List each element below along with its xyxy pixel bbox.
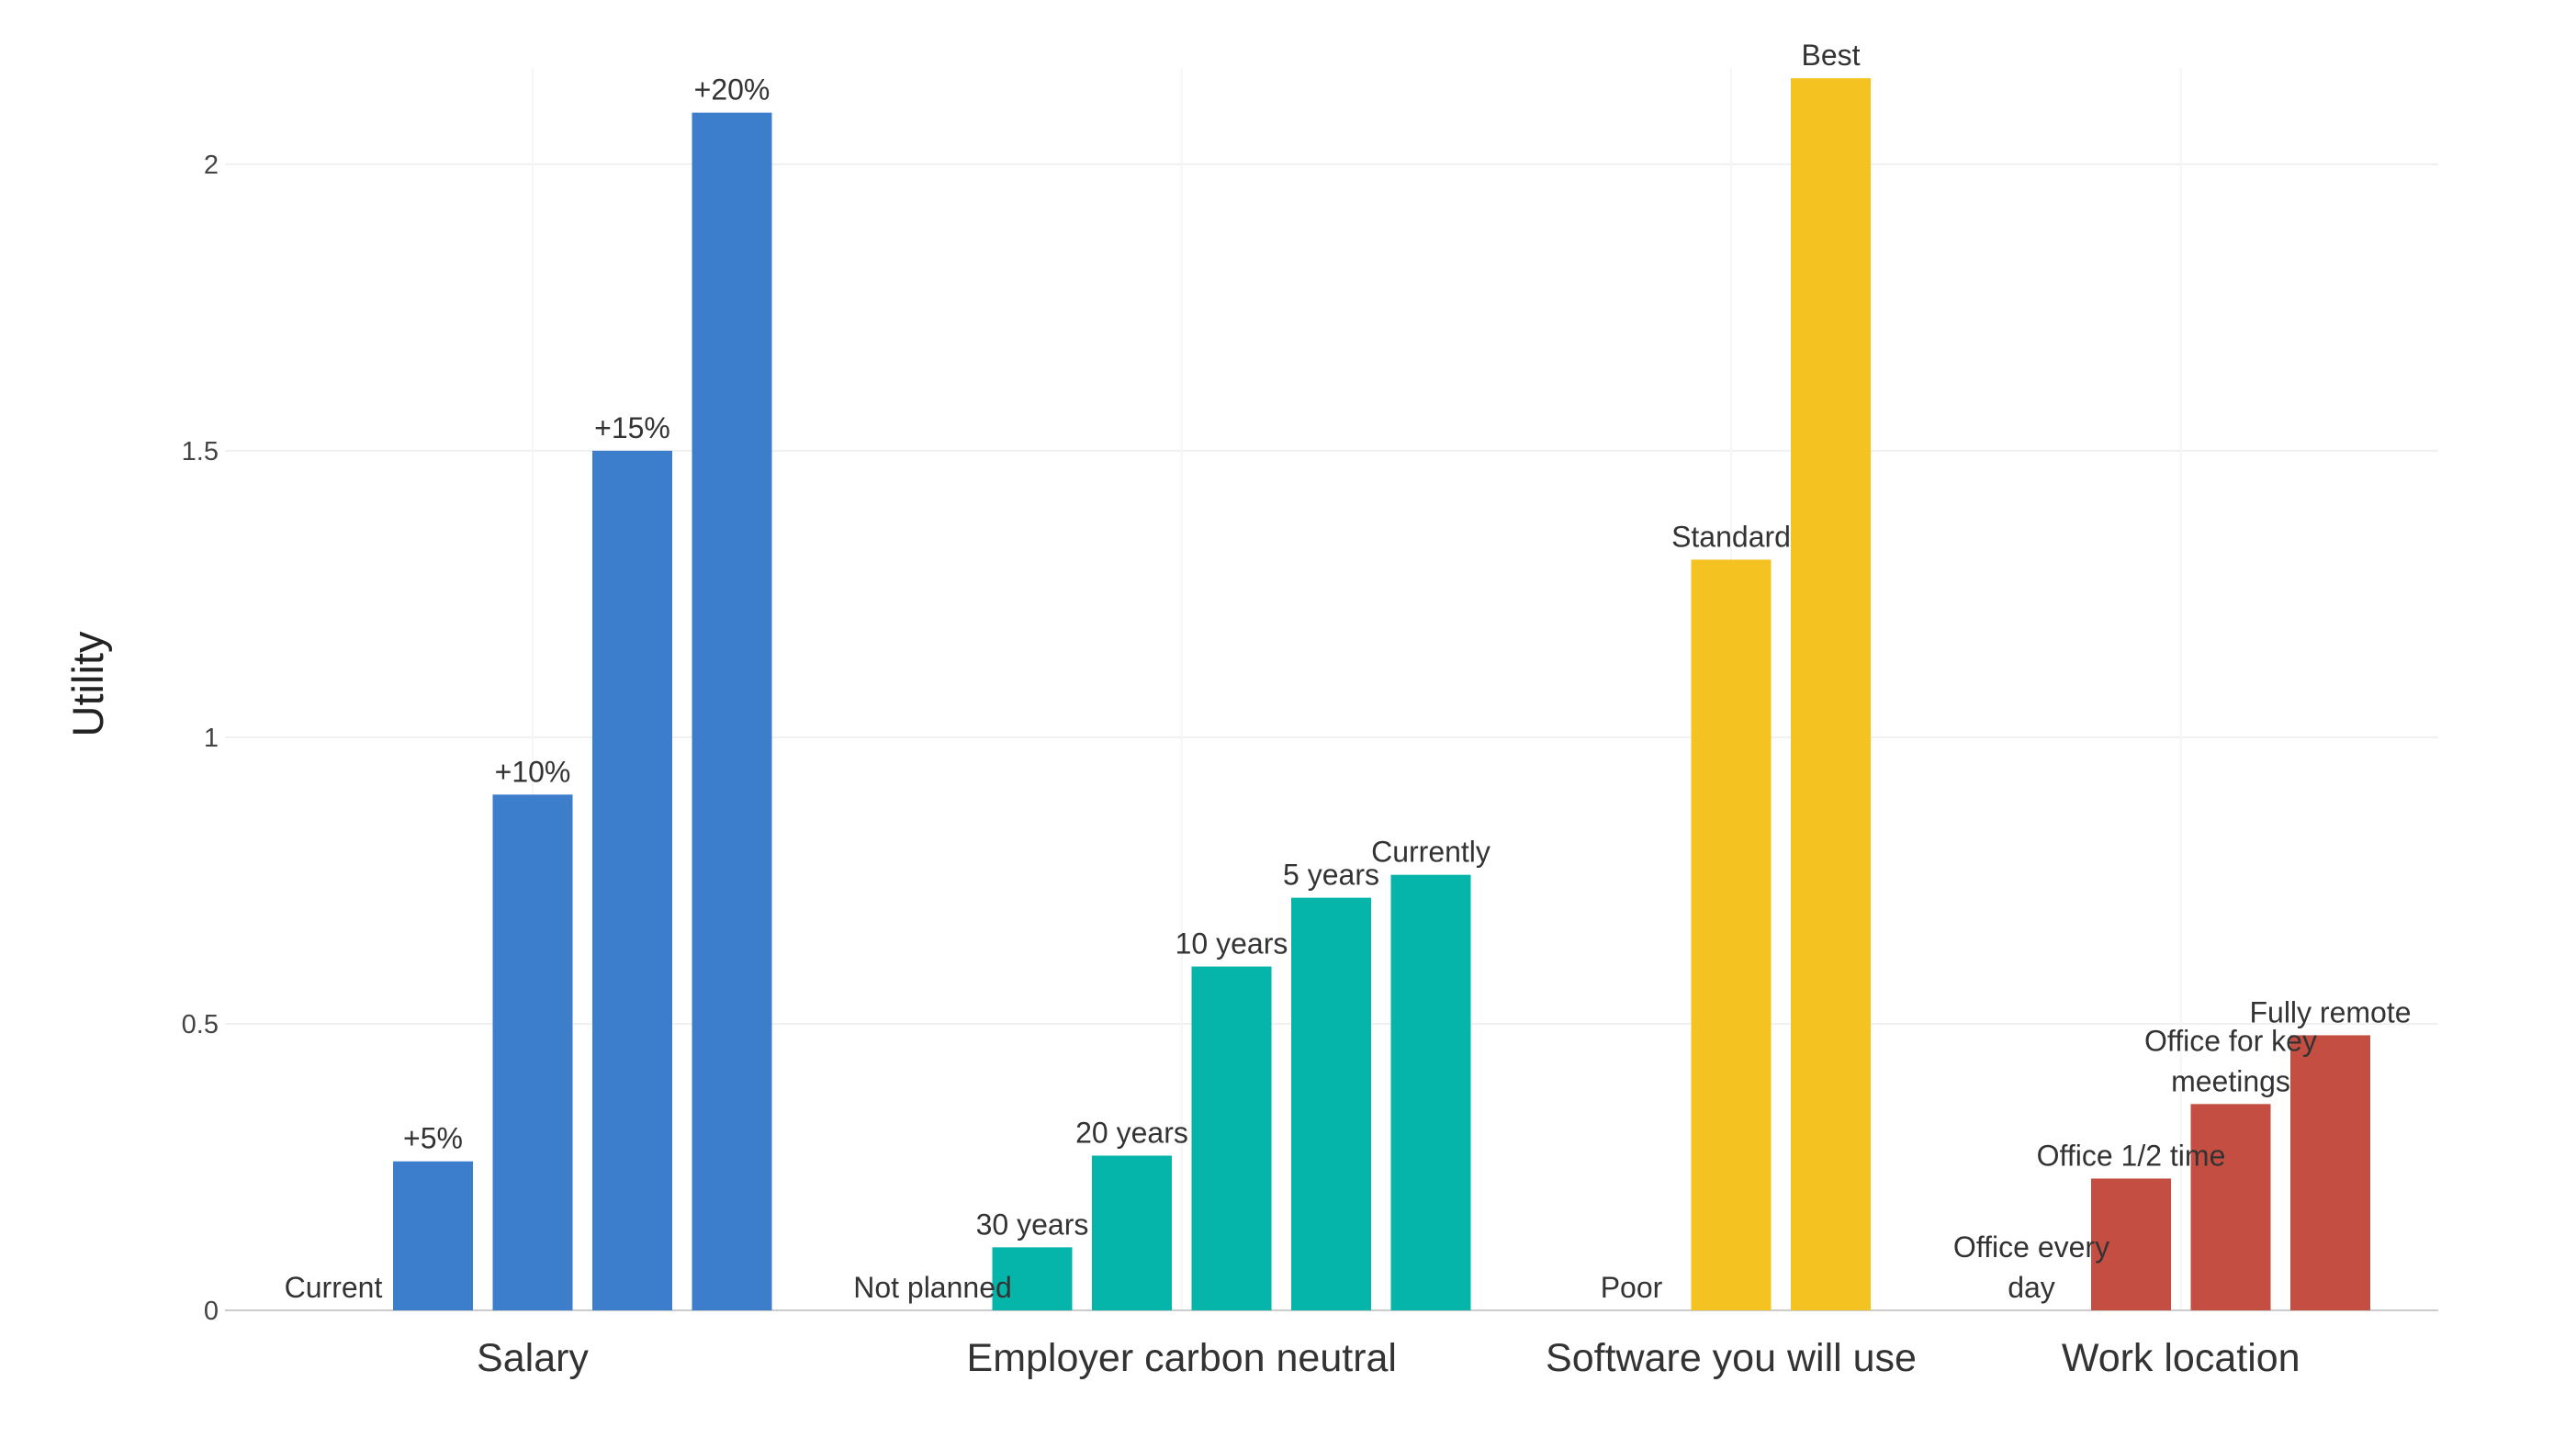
- bar-employer-carbon-neutral-20-years: [1092, 1155, 1172, 1310]
- bar-employer-carbon-neutral-30-years: [992, 1247, 1073, 1310]
- group-label-0: Salary: [477, 1336, 589, 1380]
- bar-label-salary-20: +20%: [694, 73, 771, 107]
- y-axis-title: Utility: [63, 631, 112, 736]
- y-tick-label: 0.5: [182, 1010, 219, 1039]
- bar-salary-15: [592, 450, 672, 1310]
- bar-label-salary-10: +10%: [495, 755, 571, 788]
- group-label-1: Employer carbon neutral: [967, 1336, 1397, 1380]
- bar-label-work-location-office-every-day: Office every day: [1953, 1230, 2109, 1304]
- bar-label-work-location-office-for-key-meetings: Office for key meetings: [2144, 1024, 2317, 1097]
- y-tick-label: 0: [204, 1297, 219, 1326]
- group-label-3: Work location: [2062, 1336, 2300, 1380]
- bar-label-salary-15: +15%: [594, 411, 670, 444]
- bar-label-employer-carbon-neutral-10-years: 10 years: [1176, 927, 1288, 961]
- y-axis-ticks: 0 0.5 1 1.5 2: [182, 151, 219, 1326]
- bar-salary-10: [492, 794, 573, 1310]
- bar-label-employer-carbon-neutral-20-years: 20 years: [1075, 1116, 1188, 1149]
- bars: [393, 78, 2370, 1310]
- bar-label-work-location-fully-remote: Fully remote: [2249, 995, 2411, 1028]
- bar-label-software-you-will-use-poor: Poor: [1601, 1271, 1663, 1304]
- y-tick-label: 1: [204, 724, 219, 753]
- bar-label-employer-carbon-neutral-30-years: 30 years: [976, 1208, 1089, 1241]
- bar-label-employer-carbon-neutral-5-years: 5 years: [1283, 859, 1379, 892]
- bar-label-salary-5: +5%: [403, 1122, 463, 1155]
- bar-label-employer-carbon-neutral-not-planned: Not planned: [853, 1271, 1012, 1304]
- group-labels: Salary Employer carbon neutral Software yo…: [477, 1336, 2300, 1380]
- bar-label-salary-current: Current: [285, 1271, 383, 1304]
- bar-label-employer-carbon-neutral-currently: Currently: [1371, 836, 1490, 869]
- bar-employer-carbon-neutral-5-years: [1291, 897, 1371, 1310]
- bar-employer-carbon-neutral-10-years: [1191, 966, 1272, 1310]
- bar-labels: Current +5% +10% +15% +20% Not planned 30 year…: [285, 39, 2412, 1304]
- bar-work-location-office-for-key-meetings: [2190, 1104, 2271, 1310]
- bar-software-you-will-use-best: [1791, 78, 1871, 1310]
- bar-software-you-will-use-standard: [1691, 559, 1772, 1310]
- bar-label-software-you-will-use-standard: Standard: [1671, 520, 1791, 553]
- y-tick-label: 1.5: [182, 437, 219, 466]
- bar-work-location-office-1-2-time: [2091, 1178, 2171, 1310]
- group-label-2: Software you will use: [1546, 1336, 1917, 1380]
- bar-salary-5: [393, 1161, 473, 1310]
- bar-label-work-location-office-1-2-time: Office 1/2 time: [2037, 1139, 2226, 1172]
- bar-salary-20: [692, 112, 772, 1310]
- bar-work-location-fully-remote: [2290, 1035, 2370, 1310]
- bar-label-software-you-will-use-best: Best: [1801, 39, 1860, 72]
- y-tick-label: 2: [204, 151, 219, 180]
- bar-employer-carbon-neutral-currently: [1390, 874, 1471, 1310]
